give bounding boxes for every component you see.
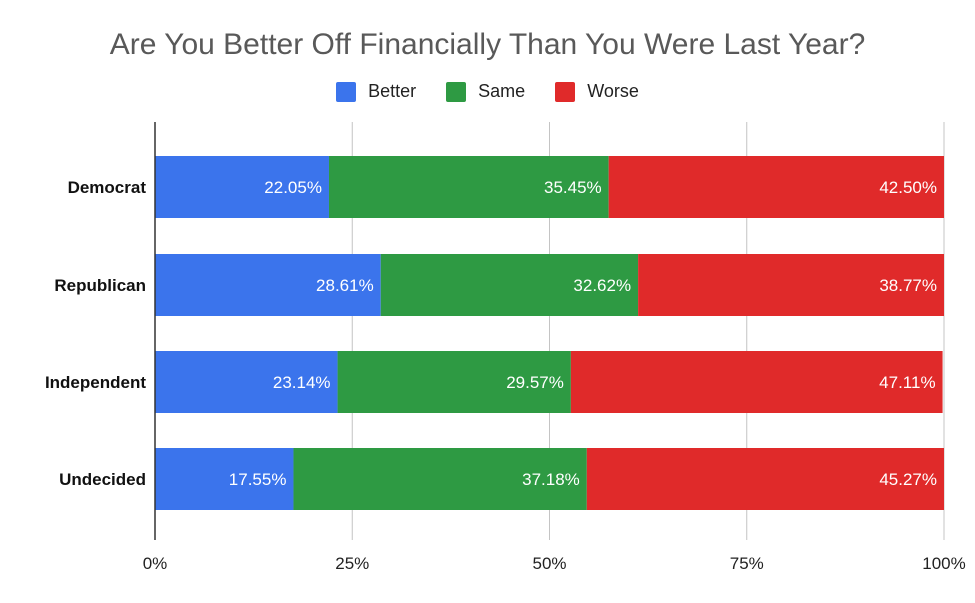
- bar-worse-independent: [570, 351, 943, 413]
- x-tick-label: 50%: [532, 554, 566, 573]
- bar-better-undecided: [155, 448, 294, 510]
- legend-label-same: Same: [478, 81, 526, 101]
- data-label: 32.62%: [573, 276, 631, 295]
- legend-label-worse: Worse: [587, 81, 639, 101]
- x-tick-label: 25%: [335, 554, 369, 573]
- category-label: Republican: [54, 276, 146, 295]
- legend-item-same: Same: [446, 81, 525, 102]
- bar-same-undecided: [293, 448, 587, 510]
- data-label: 23.14%: [273, 373, 331, 392]
- bar-worse-democrat: [608, 156, 944, 218]
- data-label: 17.55%: [229, 470, 287, 489]
- data-label: 37.18%: [522, 470, 580, 489]
- legend-item-worse: Worse: [555, 81, 639, 102]
- x-tick-label: 75%: [730, 554, 764, 573]
- bar-better-democrat: [155, 156, 329, 218]
- legend-swatch-better: [336, 81, 357, 102]
- bar-same-independent: [337, 351, 571, 413]
- legend-item-better: Better: [336, 81, 416, 102]
- data-label: 35.45%: [544, 178, 602, 197]
- chart-legend: Better Same Worse: [0, 81, 975, 102]
- x-tick-label: 0%: [143, 554, 168, 573]
- data-label: 38.77%: [879, 276, 937, 295]
- data-label: 42.50%: [879, 178, 937, 197]
- bar-same-republican: [380, 254, 639, 316]
- category-label: Independent: [45, 373, 146, 392]
- data-label: 22.05%: [264, 178, 322, 197]
- category-label: Democrat: [68, 178, 147, 197]
- data-label: 45.27%: [879, 470, 937, 489]
- bar-better-republican: [155, 254, 381, 316]
- legend-swatch-worse: [555, 81, 576, 102]
- legend-swatch-same: [446, 81, 467, 102]
- chart-title: Are You Better Off Financially Than You …: [109, 28, 866, 61]
- data-label: 29.57%: [506, 373, 564, 392]
- data-label: 28.61%: [316, 276, 374, 295]
- bar-worse-undecided: [586, 448, 944, 510]
- data-label: 47.11%: [879, 373, 935, 392]
- bar-better-independent: [155, 351, 338, 413]
- category-label: Undecided: [59, 470, 146, 489]
- legend-label-better: Better: [368, 81, 417, 101]
- x-tick-label: 100%: [922, 554, 965, 573]
- bar-same-democrat: [328, 156, 609, 218]
- bar-worse-republican: [638, 254, 944, 316]
